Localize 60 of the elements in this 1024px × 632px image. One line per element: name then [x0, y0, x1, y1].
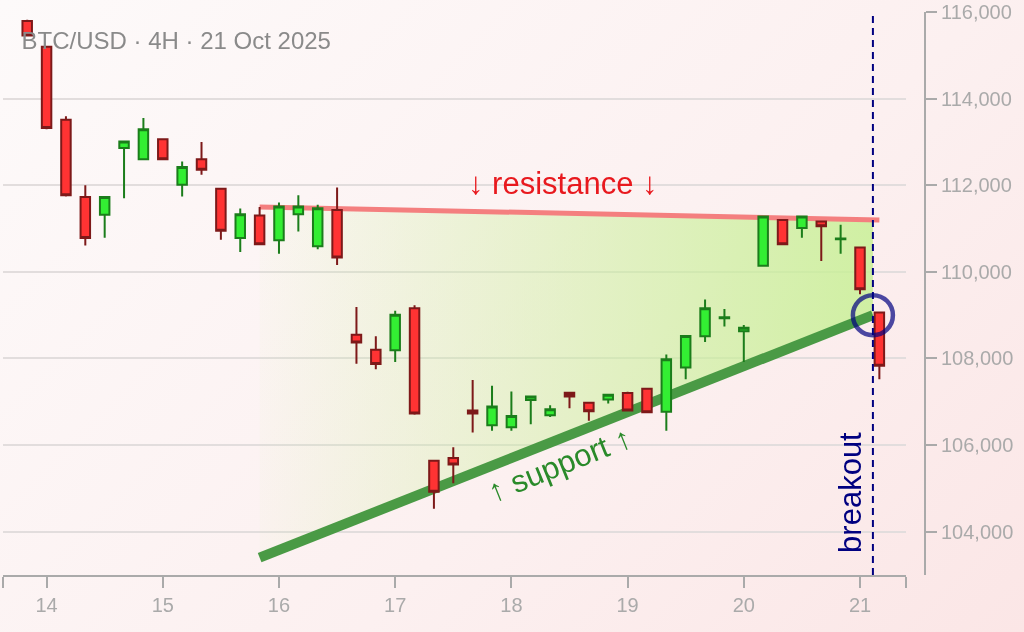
y-tick-label: 116,000 [941, 1, 1012, 23]
candlestick [602, 393, 614, 405]
candlestick [447, 446, 460, 485]
x-tick-label: 16 [267, 594, 291, 616]
candlestick [776, 218, 789, 246]
candlestick [311, 203, 324, 251]
candlestick [583, 401, 595, 422]
candlestick [563, 391, 576, 410]
candlestick [137, 117, 150, 161]
candlestick [60, 115, 72, 198]
candlestick [370, 335, 382, 371]
candlestick [660, 353, 673, 432]
y-tick-label: 106,000 [941, 434, 1014, 457]
x-tick-label: 19 [616, 594, 639, 616]
candlestick [118, 140, 130, 200]
candlestick [796, 214, 808, 239]
y-tick-label: 112,000 [941, 174, 1012, 197]
candlestick [79, 184, 92, 247]
candlestick [98, 195, 111, 239]
candlestick [621, 390, 634, 413]
candlestick [525, 395, 537, 426]
candlestick [641, 387, 653, 415]
y-tick-label: 108,000 [941, 347, 1014, 370]
candlestick [195, 140, 208, 176]
y-tick-label: 104,000 [941, 520, 1014, 543]
candlestick [292, 194, 305, 233]
candlestick [757, 214, 769, 268]
annotation: ↓ resistance ↓ [468, 166, 658, 201]
candlestick [253, 205, 266, 246]
candlestick [389, 309, 401, 363]
text: BTC/USD · 4H · 21 Oct 2025 [21, 27, 331, 55]
x-tick-label: 21 [848, 594, 872, 616]
candlestick [486, 384, 498, 432]
candlestick [428, 459, 440, 510]
candlestick [157, 137, 169, 161]
candlestick [854, 246, 866, 296]
candlestick [408, 304, 421, 416]
candlestick [176, 160, 188, 198]
candlestick [679, 334, 692, 381]
x-tick-label: 18 [500, 594, 523, 616]
candlestick [718, 308, 731, 328]
candlestick [505, 390, 518, 432]
y-tick-label: 114,000 [941, 87, 1012, 110]
candlestick [738, 324, 750, 363]
candlestick [699, 298, 711, 343]
candlestick [215, 187, 227, 241]
ref-line-label: breakout [832, 431, 868, 553]
candlestick [331, 186, 343, 266]
x-tick-label: 15 [151, 594, 174, 616]
candlestick [350, 305, 363, 365]
candlestick [544, 404, 556, 418]
candlestick [234, 207, 246, 253]
x-tick-label: 20 [732, 594, 755, 616]
x-tick-label: 14 [35, 594, 58, 616]
x-tick-label: 17 [384, 594, 407, 616]
candlestick [466, 379, 479, 434]
candlestick [815, 220, 828, 263]
candlestick [834, 223, 847, 255]
candlestick [273, 201, 285, 255]
y-tick-label: 110,000 [941, 260, 1012, 283]
